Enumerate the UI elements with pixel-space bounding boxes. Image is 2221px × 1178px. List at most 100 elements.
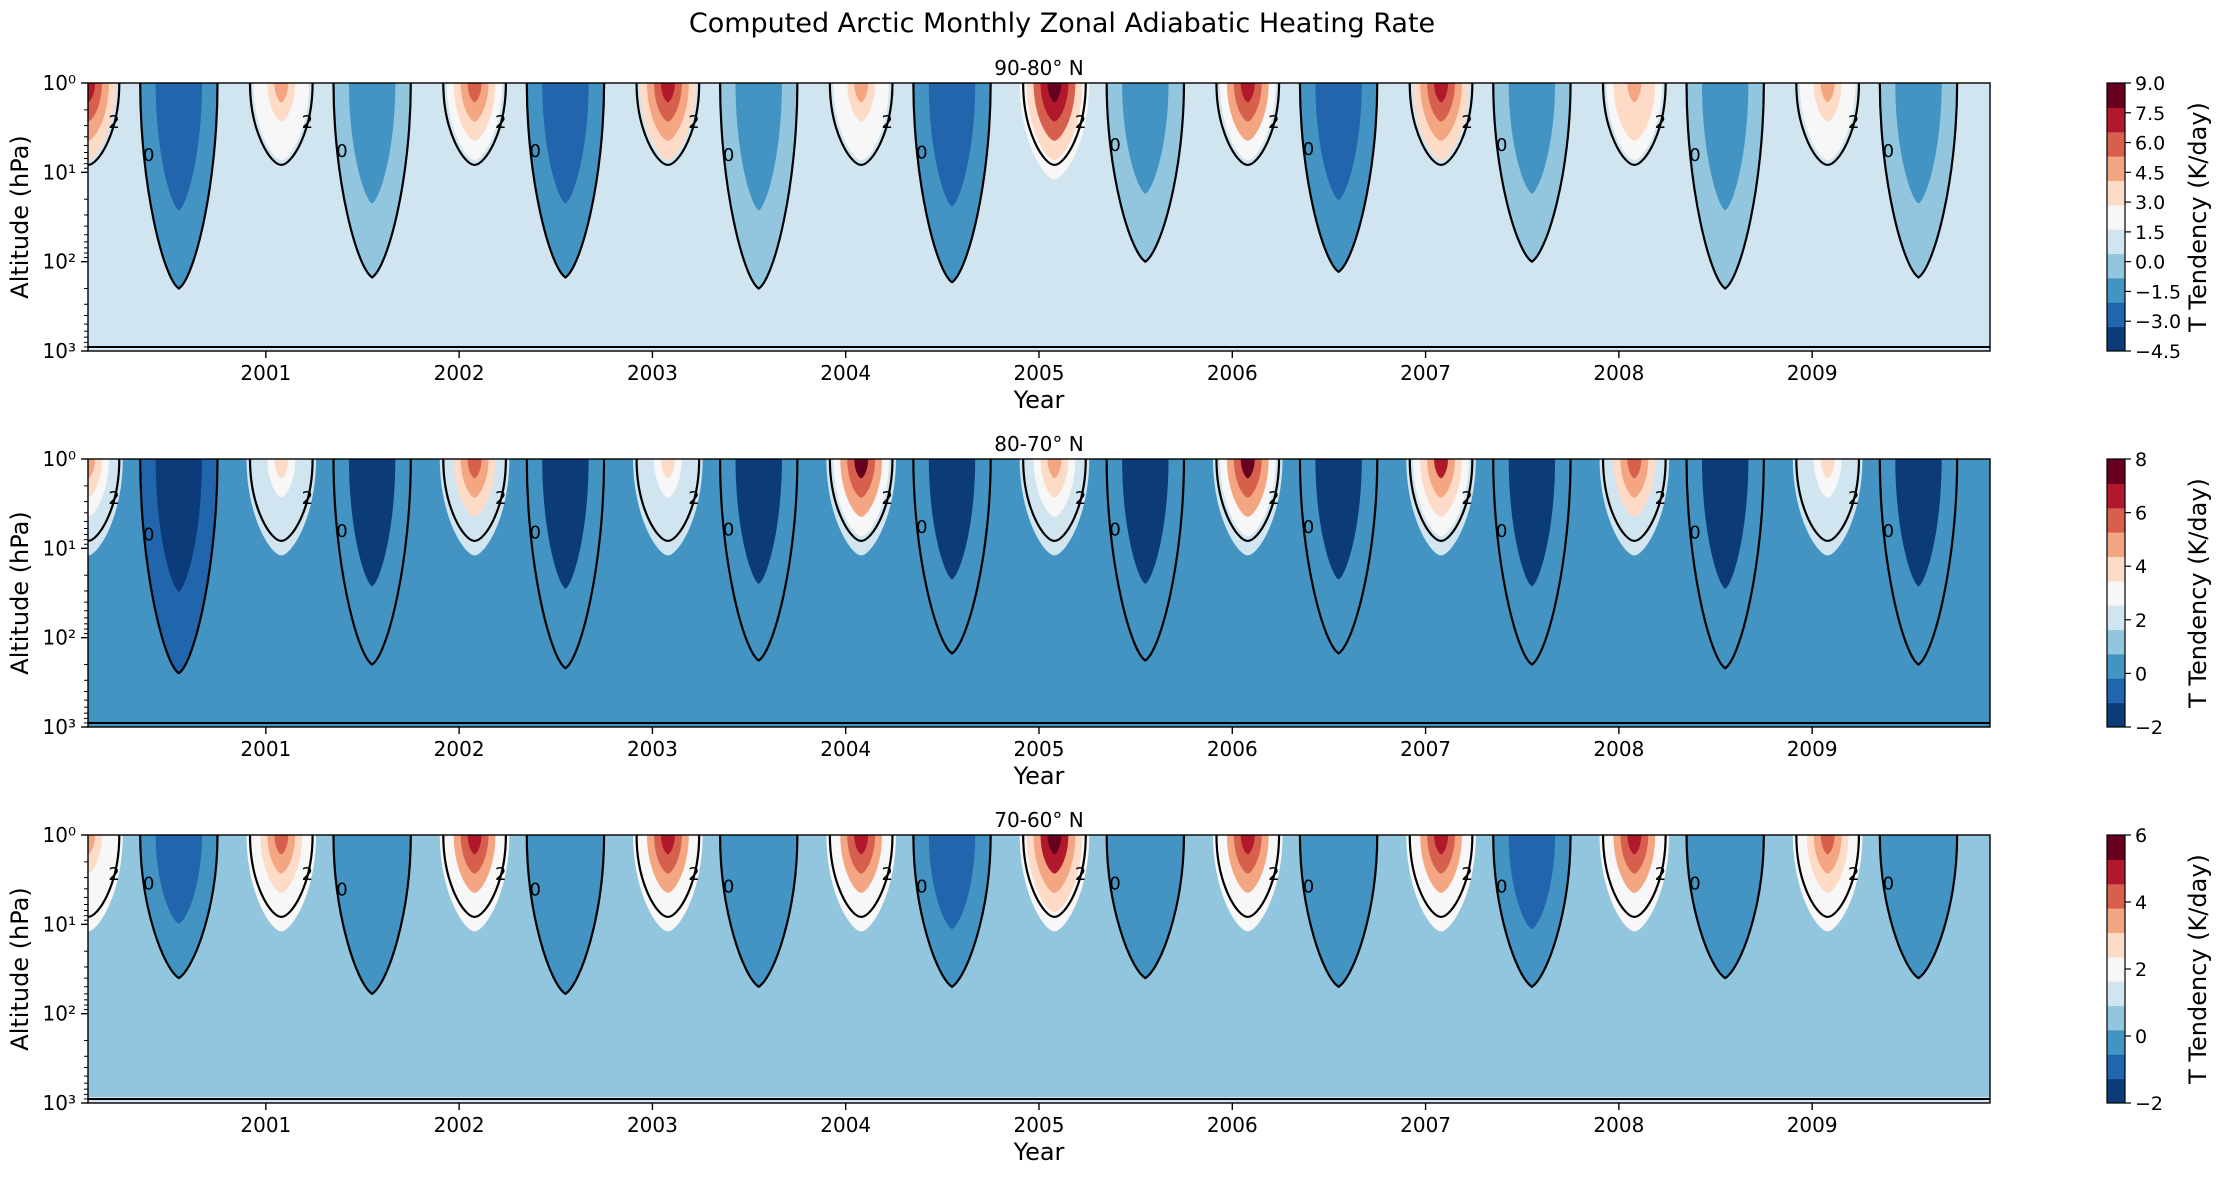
colorbar-segment xyxy=(2107,253,2125,279)
contour-label: 0 xyxy=(336,141,347,162)
x-tick-label: 2006 xyxy=(1207,361,1258,385)
colorbar-segment xyxy=(2107,277,2125,303)
zero-contour-line xyxy=(912,835,992,989)
contour-label: 0 xyxy=(916,877,927,898)
colorbar-segment xyxy=(2107,859,2125,885)
summer-cooling-core xyxy=(348,83,396,204)
contour-label: 0 xyxy=(530,141,541,162)
summer-cooling-core xyxy=(1122,83,1169,194)
summer-cooling-core xyxy=(1508,835,1556,930)
two-contour-line xyxy=(1601,459,1667,543)
contour-label: 0 xyxy=(1109,135,1120,156)
colorbar-segment xyxy=(2107,532,2125,557)
contour-label: 0 xyxy=(916,517,927,538)
heatmap-field: 0 0 0 0 0 0 0 0 0 0 2 2 2 2 2 2 2 2 2 2 xyxy=(88,83,1990,351)
contour-label: 0 xyxy=(143,145,154,166)
panel-1: 0 0 0 0 0 0 0 0 0 0 2 2 2 2 2 2 2 2 2 2 90-80° N 2001 2002 2003… xyxy=(6,56,2212,414)
colorbar-segment xyxy=(2107,83,2125,108)
two-contour-line xyxy=(88,459,121,543)
colorbar-tick-label: −2 xyxy=(2135,1093,2163,1115)
winter-warming-region xyxy=(1240,835,1255,855)
contour-label: 0 xyxy=(143,873,154,894)
contour-label: 2 xyxy=(1075,112,1086,133)
zero-contour-line xyxy=(1492,835,1572,989)
two-contour-line xyxy=(248,83,314,167)
two-contour-line xyxy=(1215,83,1281,167)
two-contour-line xyxy=(635,83,701,167)
contour-label: 2 xyxy=(1848,112,1859,133)
colorbar-segment xyxy=(2107,459,2125,484)
winter-warming-region xyxy=(1820,83,1835,103)
summer-cooling-core xyxy=(1508,83,1556,194)
two-contour-line xyxy=(1795,459,1861,543)
contour-label: 0 xyxy=(1303,517,1314,538)
contour-label: 2 xyxy=(1655,864,1666,885)
winter-warming-region xyxy=(1047,83,1062,103)
zero-contour-line xyxy=(718,459,799,662)
colorbar-tick-label: 7.5 xyxy=(2135,103,2165,125)
colorbar-tick-label: 0 xyxy=(2135,663,2147,685)
x-axis-label: Year xyxy=(1013,762,1065,790)
contour-label: 0 xyxy=(1689,145,1700,166)
panel-2: 0 0 0 0 0 0 0 0 0 0 2 2 2 2 2 2 2 2 2 2 80-70° N 2001 2002 2003… xyxy=(6,432,2212,790)
x-tick-label: 2002 xyxy=(434,361,485,385)
contour-label: 2 xyxy=(1655,112,1666,133)
winter-warming-region xyxy=(267,459,296,498)
y-tick-label: 10² xyxy=(43,626,76,650)
x-tick-label: 2009 xyxy=(1787,361,1838,385)
y-tick-label: 10⁰ xyxy=(43,447,76,471)
winter-warming-region xyxy=(1434,83,1449,103)
two-contour-line xyxy=(442,83,507,167)
colorbar-frame xyxy=(2106,458,2126,728)
colorbar-tick-label: 4 xyxy=(2135,556,2147,578)
colorbar-segment xyxy=(2107,956,2125,982)
winter-warming-region xyxy=(460,835,489,874)
summer-cooling-core xyxy=(1122,835,1169,924)
contour-label: 0 xyxy=(1109,520,1120,541)
contour-label: 2 xyxy=(1461,488,1472,509)
zero-contour-line xyxy=(525,835,606,996)
winter-warming-region xyxy=(88,459,95,479)
y-tick-label: 10³ xyxy=(43,1091,76,1115)
colorbar-tick-label: 6.0 xyxy=(2135,133,2165,155)
zero-contour-line xyxy=(1492,83,1572,263)
contour-label: 2 xyxy=(1268,864,1279,885)
contour-label: 0 xyxy=(1883,141,1894,162)
x-tick-label: 2001 xyxy=(240,737,291,761)
contour-label: 0 xyxy=(916,143,927,164)
panel-title: 90-80° N xyxy=(994,56,1083,80)
winter-warming-region xyxy=(1620,835,1649,874)
panel-title: 80-70° N xyxy=(994,432,1083,456)
colorbar-tick-label: 6 xyxy=(2135,825,2147,847)
zero-contour-line xyxy=(1878,83,1959,279)
colorbar-segment xyxy=(2107,981,2125,1007)
panel-3: 0 0 0 0 0 0 0 0 0 0 2 2 2 2 2 2 2 2 2 2 70-60° N 2001 2002 2003… xyxy=(6,808,2212,1166)
colorbar-segment xyxy=(2107,835,2125,860)
summer-cooling-core xyxy=(1701,83,1749,211)
zero-contour-line xyxy=(332,459,412,666)
summer-cooling-core xyxy=(1315,83,1362,201)
summer-cooling-core xyxy=(542,835,589,934)
two-contour-line xyxy=(828,835,894,919)
winter-warming-region xyxy=(1240,83,1255,103)
x-tick-label: 2006 xyxy=(1207,1113,1258,1137)
two-contour-line xyxy=(88,835,121,919)
summer-cooling-core xyxy=(155,835,203,924)
colorbar-segment xyxy=(2107,678,2125,704)
contour-label: 2 xyxy=(108,112,119,133)
summer-cooling-core xyxy=(542,83,589,204)
summer-cooling-core xyxy=(348,459,396,587)
contour-label: 2 xyxy=(882,864,893,885)
colorbar-label: T Tendency (K/day) xyxy=(2184,478,2212,709)
x-tick-label: 2002 xyxy=(434,737,485,761)
colorbar-segment xyxy=(2107,702,2125,728)
summer-cooling-core xyxy=(1895,835,1942,924)
zero-contour-line xyxy=(1878,459,1959,666)
contour-label: 0 xyxy=(1883,873,1894,894)
x-tick-label: 2001 xyxy=(240,361,291,385)
colorbar-tick-label: 2 xyxy=(2135,610,2147,632)
contour-label: 2 xyxy=(495,488,506,509)
winter-warming-region xyxy=(267,83,296,122)
colorbar-tick-label: −2 xyxy=(2135,717,2163,739)
